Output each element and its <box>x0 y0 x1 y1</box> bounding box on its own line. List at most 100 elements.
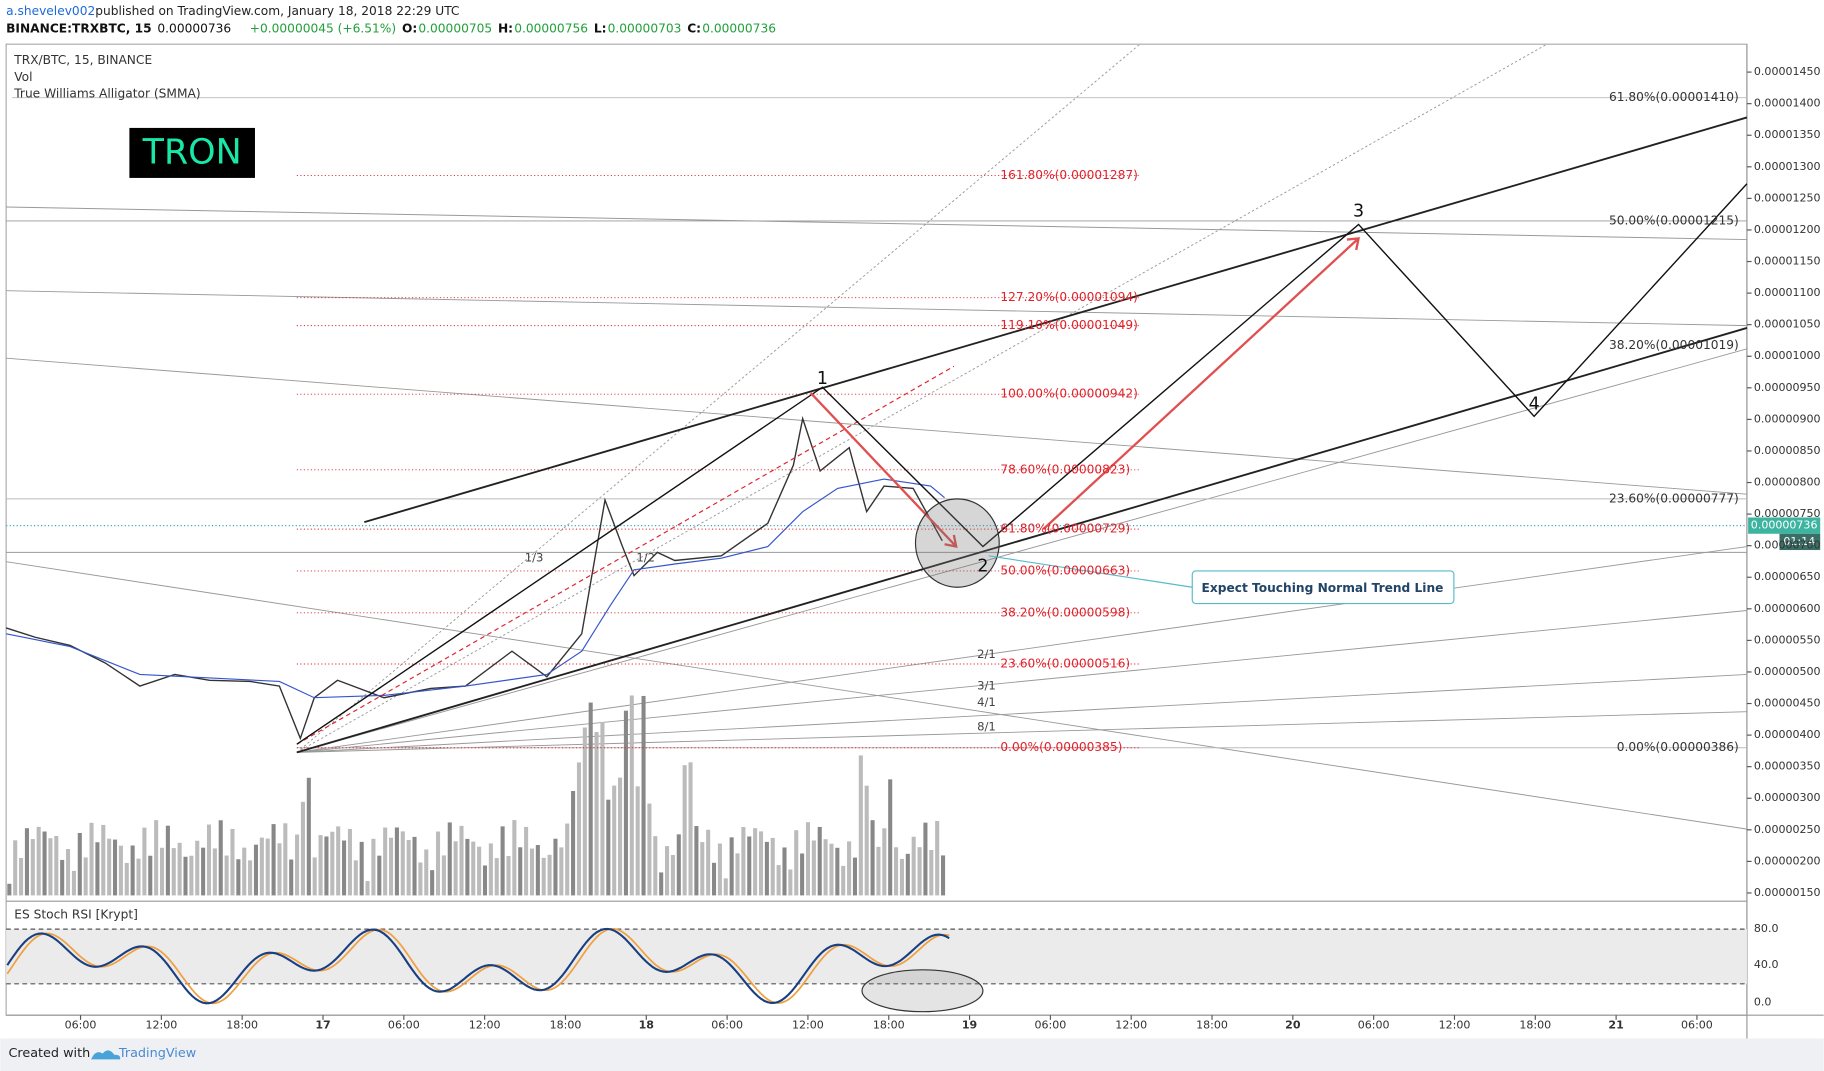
volume-bar <box>941 855 946 896</box>
volume-bar <box>42 831 47 896</box>
volume-bar <box>336 826 341 896</box>
time-label: 12:00 <box>1115 1019 1147 1032</box>
volume-bar <box>300 801 305 896</box>
volume-bar <box>142 827 147 896</box>
time-label: 17 <box>315 1019 330 1032</box>
time-label: 06:00 <box>1681 1019 1713 1032</box>
time-label: 06:00 <box>1358 1019 1390 1032</box>
volume-bar <box>635 786 640 896</box>
forecast-arrows <box>809 237 1360 549</box>
fib-level: 61.80%(0.00000729) <box>1000 522 1130 536</box>
volume-bar <box>641 695 646 896</box>
volume-bar <box>770 837 775 896</box>
price-label: 0.00001100 <box>1754 286 1821 299</box>
volume-bar <box>676 834 681 896</box>
time-label: 20 <box>1285 1019 1301 1032</box>
volume-bar <box>19 857 24 896</box>
fib-trend <box>296 365 955 745</box>
price-label: 0.00001400 <box>1754 97 1821 110</box>
price-label: 0.00000350 <box>1754 760 1821 773</box>
volume-bar <box>700 842 705 896</box>
fib-level: 0.00%(0.00000385) <box>1000 740 1122 754</box>
stoch-ellipse <box>861 969 984 1013</box>
volume-bar <box>212 848 217 896</box>
price-label: 0.00000200 <box>1754 854 1821 867</box>
volume-bar <box>459 825 464 896</box>
volume-bar <box>852 857 857 896</box>
volume-bar <box>124 862 129 896</box>
time-label: 18 <box>639 1019 654 1032</box>
volume-bar <box>330 831 335 896</box>
fib-level: 38.20%(0.00000598) <box>1000 605 1130 619</box>
volume-bar <box>289 859 294 896</box>
volume-bar <box>236 859 241 896</box>
tv-icon <box>91 1050 121 1060</box>
volume-bar <box>782 847 787 896</box>
volume-bar <box>447 822 452 896</box>
quote-field: O: <box>402 22 417 36</box>
footer-bar <box>0 1038 1824 1071</box>
volume-bar <box>847 841 852 896</box>
stoch-label: 0.0 <box>1754 995 1772 1008</box>
volume-bar <box>858 755 863 896</box>
volume-bar <box>653 836 658 896</box>
volume-bar <box>764 841 769 896</box>
volume-bar <box>588 702 593 896</box>
volume-bar <box>359 841 364 896</box>
stoch-band <box>6 929 1747 984</box>
price-label: 0.00000850 <box>1754 444 1821 457</box>
volume-bar <box>565 823 570 896</box>
volume-bar <box>870 820 875 896</box>
volume-bar <box>424 849 429 896</box>
price-label: 0.00000550 <box>1754 633 1821 646</box>
volume-bar <box>811 840 816 896</box>
volume-bar <box>518 847 523 896</box>
volume-bar <box>77 833 82 896</box>
price-label: 0.00000450 <box>1754 697 1821 710</box>
volume-bar <box>371 838 376 896</box>
volume-bar <box>823 839 828 896</box>
volume-bar <box>112 839 118 896</box>
price-label: 0.00000250 <box>1754 823 1821 836</box>
volume-bar <box>24 828 29 896</box>
volume-bar <box>576 762 581 896</box>
volume-bar <box>400 831 405 896</box>
volume-bar <box>130 845 135 896</box>
volume-bar <box>905 853 910 896</box>
volume-bar <box>488 843 493 896</box>
fib-level: 161.80%(0.00001287) <box>1000 168 1138 182</box>
volume-bar <box>36 826 41 896</box>
frames <box>5 43 1824 1039</box>
price-label: 0.00000800 <box>1754 476 1821 489</box>
legend-item: True Williams Alligator (SMMA) <box>13 87 200 101</box>
gann-label: 1/2 <box>636 551 655 565</box>
gann-label: 2/1 <box>977 647 996 661</box>
price-label: 0.00000600 <box>1754 602 1821 615</box>
volume-bar <box>13 840 18 896</box>
volume-bar <box>800 853 805 896</box>
volume-bar <box>829 843 834 896</box>
fib-level: 23.60%(0.00000777) <box>1609 491 1739 505</box>
volume-bar <box>753 828 758 896</box>
volume-bar <box>66 849 71 896</box>
volume-bar <box>318 835 323 896</box>
volume-bar <box>917 847 922 896</box>
price-label: 0.00000500 <box>1754 665 1821 678</box>
volume-bar <box>54 835 59 896</box>
logo-box <box>129 127 255 178</box>
alligator-line <box>6 478 945 699</box>
volume-bar <box>136 858 141 896</box>
volume-bar <box>48 838 53 896</box>
volume-bar <box>723 878 728 896</box>
volume-bar <box>500 826 505 896</box>
fib-level: 127.20%(0.00001094) <box>1000 290 1138 304</box>
volume-bar <box>165 825 170 896</box>
author: a.shevelev002 <box>6 4 95 18</box>
volume-bar <box>224 855 229 896</box>
volume-bar <box>788 869 793 896</box>
logo: TRON <box>142 132 242 172</box>
countdown: 01:14 <box>1783 535 1815 548</box>
stoch-label: 80.0 <box>1754 922 1779 935</box>
